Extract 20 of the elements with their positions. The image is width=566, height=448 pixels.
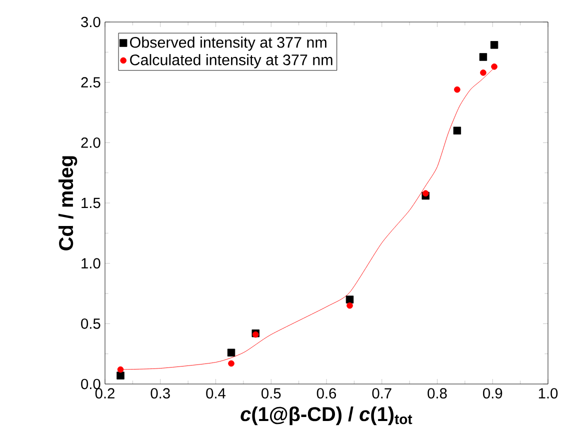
legend-label: Observed intensity at 377 nm bbox=[130, 36, 326, 51]
y-tick-label: 2.5 bbox=[81, 77, 100, 88]
y-tick-label: 1.5 bbox=[82, 198, 100, 208]
x-tick-label: 1.0 bbox=[538, 388, 558, 399]
y-tick-label: 1.0 bbox=[82, 258, 100, 269]
x-tick-label: 0.4 bbox=[206, 388, 226, 399]
x-tick-label: 0.7 bbox=[372, 388, 392, 399]
x-tick-label: 0.3 bbox=[150, 388, 170, 399]
y-axis-title: Cd / mdeg bbox=[58, 156, 78, 250]
x-axis-title: c(1@β-CD) / c(1)$_{tot}$ bbox=[240, 406, 412, 426]
x-tick-label: 0.2 bbox=[95, 388, 114, 399]
y-tick-label: 2.0 bbox=[81, 137, 100, 148]
x-tick-label: 0.5 bbox=[262, 388, 281, 399]
x-tick-label: 0.9 bbox=[483, 388, 502, 399]
y-tick-label: 0.0 bbox=[81, 378, 100, 390]
y-tick-label: 0.5 bbox=[81, 318, 100, 329]
y-tick-label: 3.0 bbox=[81, 16, 100, 28]
x-tick-label: 0.6 bbox=[316, 388, 336, 399]
x-tick-label: 0.8 bbox=[428, 388, 447, 399]
legend-label: Calculated intensity at 377 nm bbox=[130, 54, 332, 68]
